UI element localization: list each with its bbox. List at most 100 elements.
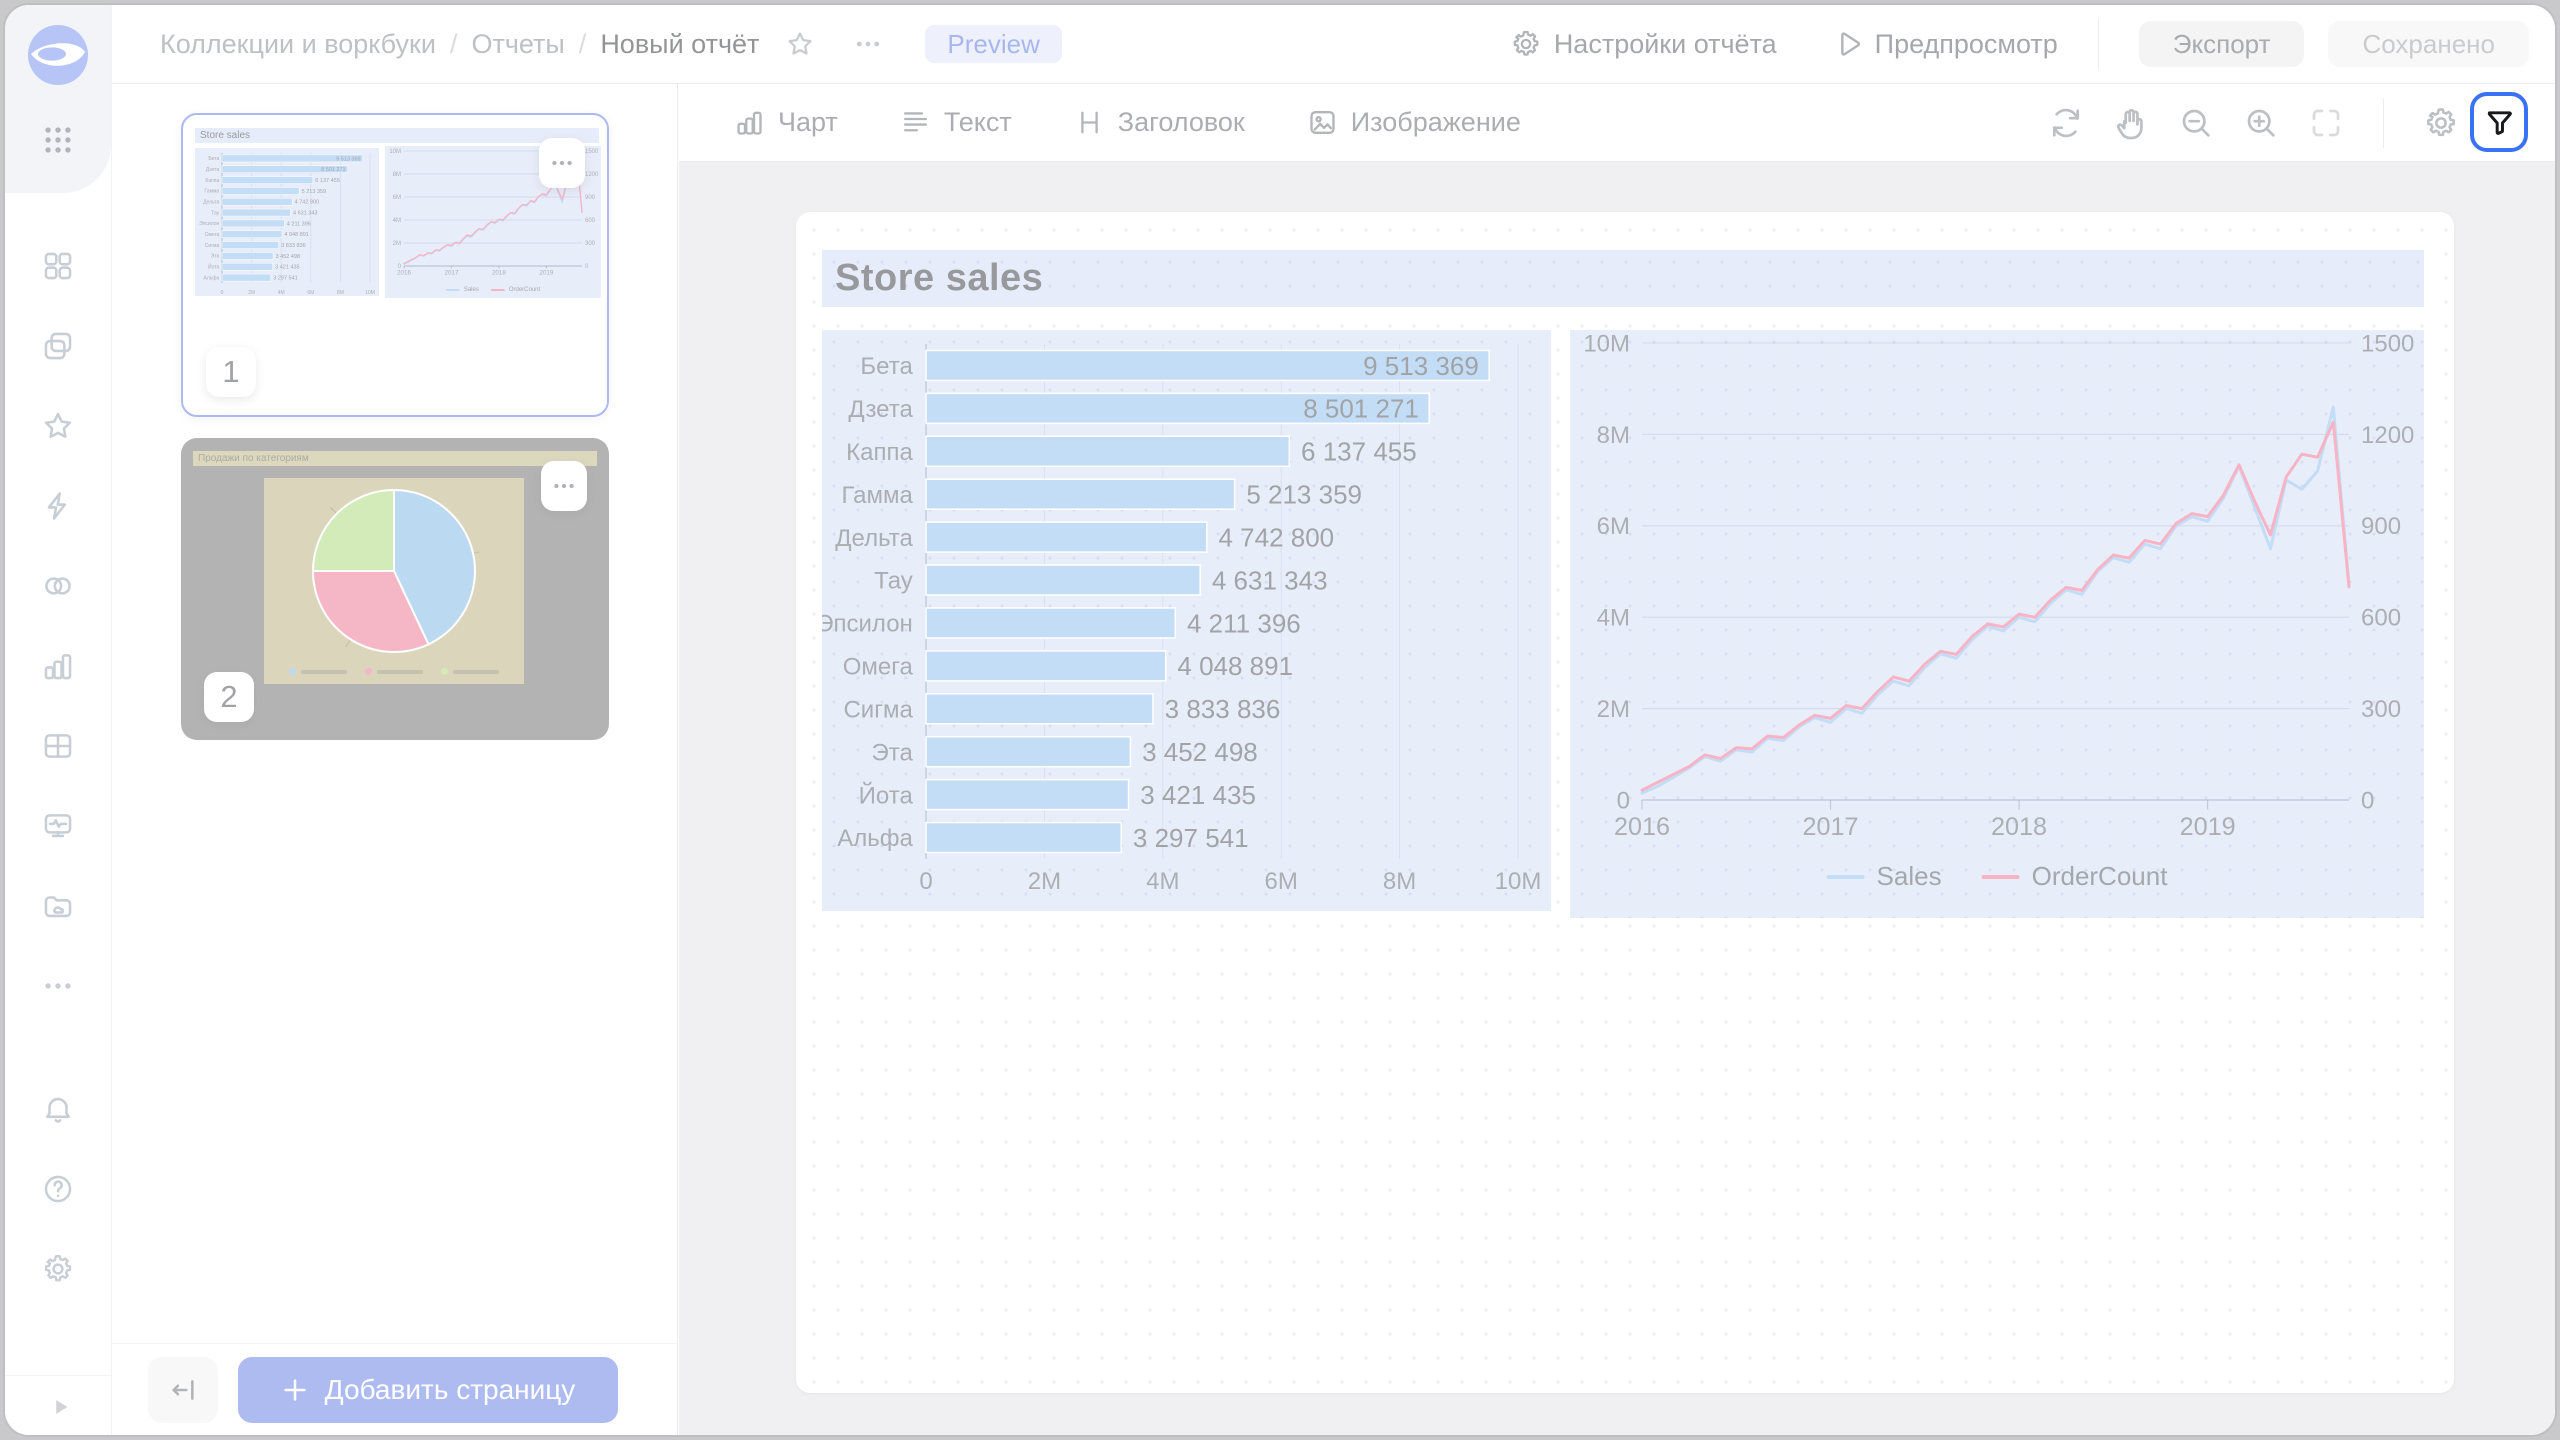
svg-text:10M: 10M [1583, 330, 1630, 357]
ellipsis-icon[interactable] [5, 946, 111, 1026]
svg-text:2017: 2017 [1803, 813, 1859, 841]
svg-text:2017: 2017 [444, 270, 459, 277]
canvas-toolbar: Чарт Текст Заголовок Изображение [679, 84, 2555, 162]
svg-text:3 452 498: 3 452 498 [276, 254, 300, 260]
datalens-logo-icon[interactable] [26, 23, 90, 87]
preview-button[interactable]: Предпросмотр [1831, 28, 2058, 60]
svg-text:4M: 4M [1146, 868, 1179, 895]
svg-text:10M: 10M [365, 290, 375, 296]
svg-text:4 631 343: 4 631 343 [1212, 565, 1328, 595]
legend-item[interactable]: Sales [1826, 861, 1942, 892]
svg-text:3 421 435: 3 421 435 [1140, 780, 1256, 810]
svg-text:2M: 2M [248, 290, 255, 296]
monitor-pulse-icon[interactable] [5, 786, 111, 866]
table-icon[interactable] [5, 706, 111, 786]
pie-legend [264, 668, 524, 675]
svg-text:2016: 2016 [397, 270, 412, 277]
svg-text:Гамма: Гамма [204, 189, 219, 195]
bar-chart-widget[interactable]: 0 2M 4M 6M 8M 10M Бета 9 513 369 Дзета 8 501 271 К… [822, 330, 1551, 911]
folder-cloud-icon[interactable] [5, 866, 111, 946]
view-tools [2048, 97, 2459, 148]
sidebar [5, 5, 112, 1435]
hand-icon[interactable] [2113, 105, 2149, 141]
svg-text:Сигма: Сигма [205, 243, 220, 249]
legend-label: Sales [463, 287, 479, 293]
bar-chart-icon[interactable] [5, 626, 111, 706]
svg-text:4M: 4M [393, 218, 401, 224]
saved-button[interactable]: Сохранено [2328, 21, 2529, 67]
thumb1-more-button[interactable] [539, 138, 585, 188]
line-chart-legend: Sales OrderCount [1826, 861, 2167, 892]
report-title: Store sales [835, 257, 1044, 299]
favorite-star-icon[interactable] [785, 29, 815, 59]
svg-text:Йота: Йота [859, 781, 914, 809]
svg-text:0: 0 [585, 264, 589, 270]
svg-text:600: 600 [585, 218, 596, 224]
svg-text:4 048 891: 4 048 891 [1177, 651, 1293, 681]
zoom-in-icon[interactable] [2243, 105, 2279, 141]
svg-text:Омега: Омега [843, 654, 914, 681]
gear-icon[interactable] [2423, 105, 2459, 141]
insert-text-button[interactable]: Текст [900, 107, 1012, 138]
pages-panel-footer: Добавить страницу [112, 1343, 677, 1435]
svg-text:4 211 396: 4 211 396 [1187, 608, 1301, 638]
ellipsis-icon [554, 483, 574, 489]
svg-text:Дельта: Дельта [203, 200, 219, 206]
svg-text:Сигма: Сигма [843, 696, 913, 723]
collapse-panel-button[interactable] [148, 1357, 218, 1423]
export-button[interactable]: Экспорт [2138, 21, 2305, 67]
pie-legend-dot [365, 668, 372, 675]
filter-funnel-icon [2487, 110, 2512, 135]
breadcrumb-reports[interactable]: Отчеты [471, 28, 565, 59]
svg-text:Каппа: Каппа [205, 178, 219, 184]
svg-text:8M: 8M [337, 290, 344, 296]
line-chart-widget[interactable]: 0 0 2M 300 4M 600 6M 900 8M 1200 10M 1500 2016 2017 20… [1570, 330, 2424, 918]
report-title-widget[interactable]: Store sales [822, 250, 2424, 307]
breadcrumb-collections[interactable]: Коллекции и воркбуки [160, 28, 436, 59]
lightning-icon[interactable] [5, 466, 111, 546]
page-thumbnail-2[interactable]: Продажи по категориям 2 [181, 438, 609, 740]
star-icon[interactable] [5, 386, 111, 466]
svg-text:Тау: Тау [874, 568, 913, 595]
apps-grid-icon[interactable] [41, 123, 75, 157]
legend-item[interactable]: OrderCount [490, 287, 540, 293]
insert-button-label: Чарт [778, 107, 838, 137]
svg-text:Эпсилон: Эпсилон [822, 611, 913, 638]
thumb2-more-button[interactable] [541, 461, 587, 511]
legend-item[interactable]: Sales [445, 287, 479, 293]
insert-heading-button[interactable]: Заголовок [1074, 107, 1245, 138]
insert-button-label: Изображение [1350, 107, 1521, 137]
legend-swatch [1981, 874, 2020, 879]
report-settings-button[interactable]: Настройки отчёта [1510, 28, 1777, 60]
add-page-button[interactable]: Добавить страницу [238, 1357, 618, 1423]
bell-icon[interactable] [5, 1069, 111, 1149]
grid-squares-icon[interactable] [5, 226, 111, 306]
page-number-badge: 2 [204, 672, 254, 722]
circles-icon[interactable] [5, 546, 111, 626]
expand-play-icon[interactable] [45, 1392, 75, 1422]
zoom-out-icon[interactable] [2178, 105, 2214, 141]
insert-chart-button[interactable]: Чарт [734, 107, 838, 138]
svg-text:1200: 1200 [585, 172, 599, 178]
legend-label: Sales [1876, 861, 1942, 891]
insert-image-button[interactable]: Изображение [1307, 107, 1521, 138]
page-thumbnail-1[interactable]: Store sales 0 2M 4M 6M 8M 10M Бета 9 513 369 Дзе… [181, 113, 609, 417]
gear-icon[interactable] [5, 1229, 111, 1309]
filters-button[interactable] [2470, 92, 2528, 152]
svg-text:0: 0 [919, 868, 932, 895]
refresh-icon[interactable] [2048, 105, 2084, 141]
svg-text:6M: 6M [307, 290, 314, 296]
help-icon[interactable] [5, 1149, 111, 1229]
legend-item[interactable]: OrderCount [1981, 861, 2167, 892]
svg-text:900: 900 [2361, 513, 2401, 540]
svg-text:4M: 4M [1597, 605, 1630, 632]
line-chart-legend: Sales OrderCount [445, 287, 540, 293]
report-page[interactable]: Store sales 0 2M 4M 6M 8M 10M Бета 9 513 369 Дзе… [796, 212, 2454, 1393]
more-menu-icon[interactable] [853, 29, 883, 59]
pie-legend-dot [289, 668, 296, 675]
copy-icon[interactable] [5, 306, 111, 386]
preview-mode-badge[interactable]: Preview [925, 25, 1062, 63]
page-number-badge: 1 [206, 347, 256, 397]
svg-text:1500: 1500 [2361, 330, 2414, 357]
svg-text:10M: 10M [1495, 868, 1542, 895]
